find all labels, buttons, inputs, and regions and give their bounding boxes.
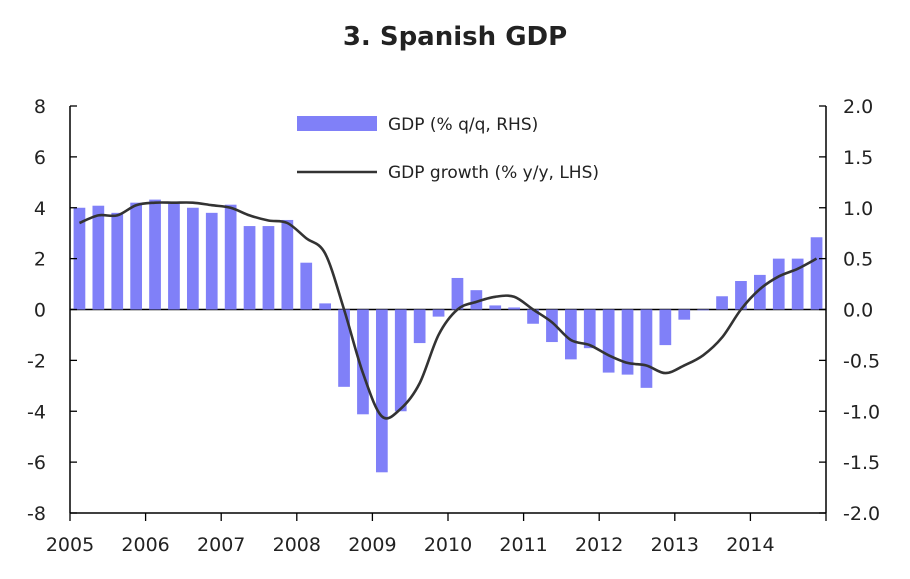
- gdp-qq-bar: [470, 290, 483, 310]
- gdp-qq-bar: [810, 237, 823, 310]
- gdp-qq-bar: [546, 309, 558, 343]
- legend-bar-label: GDP (% q/q, RHS): [388, 115, 538, 135]
- gdp-qq-bar: [111, 212, 124, 310]
- x-tick-label: 2014: [726, 534, 774, 556]
- gdp-qq-bar: [640, 309, 653, 388]
- gdp-qq-bar: [149, 199, 161, 310]
- gdp-qq-bar: [564, 309, 577, 360]
- right-tick-label: -2.0: [843, 503, 880, 525]
- x-tick-label: 2005: [46, 534, 94, 556]
- gdp-qq-bar: [451, 277, 464, 310]
- gdp-qq-bar: [583, 309, 596, 349]
- gdp-qq-bar: [300, 262, 313, 310]
- gdp-qq-bar: [678, 309, 691, 320]
- left-tick-label: -8: [27, 503, 46, 525]
- gdp-qq-bar: [186, 207, 199, 310]
- x-tick-label: 2013: [651, 534, 699, 556]
- gdp-qq-bar: [205, 212, 218, 310]
- left-tick-label: 6: [34, 147, 46, 169]
- right-tick-label: 0.0: [843, 300, 873, 322]
- left-tick-label: 4: [34, 198, 46, 220]
- x-tick-label: 2012: [575, 534, 623, 556]
- right-tick-label: 1.0: [843, 198, 873, 220]
- gdp-qq-bar: [753, 274, 766, 310]
- gdp-qq-bar: [224, 204, 237, 310]
- left-tick-label: -6: [27, 452, 46, 474]
- gdp-yy-line: [78, 201, 818, 420]
- gdp-qq-bar: [168, 203, 180, 310]
- gdp-qq-bar: [243, 226, 256, 310]
- x-tick-label: 2006: [121, 534, 169, 556]
- gdp-qq-bar: [375, 309, 388, 473]
- axes-layer: 8 6 4 2 0 -2 -4 -6 -8 2.0 1.5 1.0 0.5 0.0 -0.5 -1.0 -1.5…: [27, 96, 880, 556]
- right-tick-label: -1.0: [843, 401, 880, 423]
- right-tick-label: 1.5: [843, 147, 873, 169]
- x-tick-label: 2008: [273, 534, 321, 556]
- gdp-qq-bar: [772, 258, 785, 310]
- gdp-qq-bar: [394, 309, 407, 412]
- right-tick-label: 2.0: [843, 96, 873, 118]
- gdp-qq-bar: [791, 258, 804, 310]
- gdp-qq-bar: [621, 309, 634, 375]
- gdp-qq-bar: [508, 307, 521, 310]
- right-tick-label: 0.5: [843, 249, 873, 271]
- gdp-qq-bar: [281, 219, 294, 310]
- left-tick-label: -4: [27, 401, 46, 423]
- gdp-qq-bar: [432, 309, 445, 317]
- left-tick-label: 2: [34, 249, 46, 271]
- legend: GDP (% q/q, RHS) GDP growth (% y/y, LHS): [297, 115, 599, 183]
- gdp-qq-bar: [319, 303, 332, 310]
- bar-series-layer: [73, 199, 823, 473]
- gdp-qq-bar: [659, 309, 672, 346]
- gdp-qq-bar: [338, 309, 350, 387]
- line-series-layer: [78, 201, 818, 420]
- gdp-qq-bar: [527, 309, 539, 324]
- legend-line-label: GDP growth (% y/y, LHS): [388, 163, 599, 183]
- gdp-qq-bar: [92, 205, 105, 310]
- x-tick-label: 2011: [499, 534, 547, 556]
- gdp-qq-bar: [73, 207, 86, 310]
- left-tick-label: 8: [34, 96, 46, 118]
- left-tick-label: 0: [34, 300, 46, 322]
- right-tick-label: -0.5: [843, 350, 880, 372]
- x-tick-label: 2007: [197, 534, 245, 556]
- gdp-qq-bar: [413, 309, 426, 344]
- gdp-qq-bar: [130, 202, 143, 310]
- left-tick-label: -2: [27, 350, 46, 372]
- chart-title: 3. Spanish GDP: [342, 22, 568, 52]
- x-tick-label: 2010: [424, 534, 472, 556]
- legend-bar-swatch: [297, 116, 377, 131]
- gdp-qq-bar: [735, 281, 747, 310]
- gdp-qq-bar: [262, 226, 275, 310]
- gdp-qq-bar: [489, 305, 502, 310]
- gdp-qq-bar: [697, 309, 710, 311]
- gdp-qq-bar: [357, 309, 369, 415]
- right-tick-label: -1.5: [843, 452, 880, 474]
- gdp-qq-bar: [602, 309, 615, 373]
- x-tick-label: 2009: [348, 534, 396, 556]
- gdp-qq-bar: [716, 296, 728, 310]
